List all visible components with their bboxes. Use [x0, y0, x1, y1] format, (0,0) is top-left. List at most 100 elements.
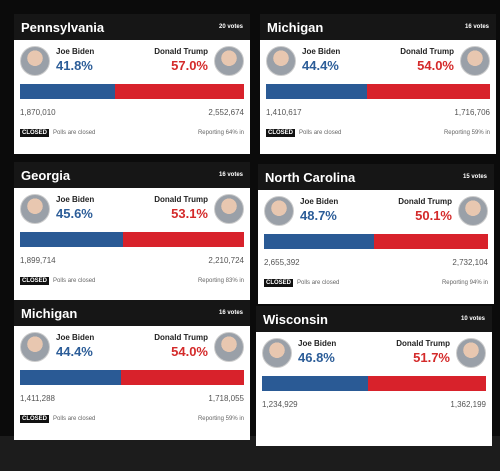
- result-bar: [262, 376, 486, 391]
- avatar: [20, 46, 50, 76]
- vote-count: 2,210,724: [208, 256, 244, 265]
- result-card: North Carolina 15 votes Joe Biden 48.7% Dona…: [258, 164, 494, 304]
- bar-segment: [367, 84, 490, 99]
- avatar: [214, 194, 244, 224]
- avatar: [264, 196, 294, 226]
- card-header: Wisconsin 10 votes: [256, 306, 492, 332]
- bar-segment: [121, 370, 244, 385]
- result-bar: [20, 370, 244, 385]
- candidates: Joe Biden 44.4% Donald Trump 54.0%: [14, 326, 250, 368]
- electoral-votes: 15 votes: [462, 174, 487, 180]
- vote-count: 1,716,706: [454, 108, 490, 117]
- bar-segment: [20, 232, 124, 247]
- reporting: Reporting 59% in: [443, 130, 490, 136]
- percentage: 57.0%: [171, 58, 208, 73]
- candidate-name: Donald Trump: [398, 197, 452, 206]
- vote-count: 2,732,104: [452, 258, 488, 267]
- percentage: 41.8%: [56, 58, 93, 73]
- card-footer: CLOSED Polls are closed Reporting 64% in: [14, 117, 250, 137]
- avatar: [20, 194, 50, 224]
- vote-count: 1,718,055: [208, 394, 244, 403]
- card-header: Michigan 16 votes: [260, 14, 496, 40]
- candidates: Joe Biden 45.6% Donald Trump 53.1%: [14, 188, 250, 230]
- bar-segment: [20, 370, 122, 385]
- vote-counts: 1,870,010 2,552,674: [14, 99, 250, 117]
- state-name: Michigan: [267, 19, 324, 35]
- result-bar: [266, 84, 490, 99]
- vote-counts: 1,899,714 2,210,724: [14, 247, 250, 265]
- card-footer: CLOSED Polls are closed Reporting 83% in: [14, 265, 250, 285]
- vote-count: 2,655,392: [264, 258, 300, 267]
- state-name: Wisconsin: [263, 311, 328, 327]
- candidates: Joe Biden 44.4% Donald Trump 54.0%: [260, 40, 496, 82]
- bar-segment: [266, 84, 368, 99]
- state-name: North Carolina: [265, 169, 356, 185]
- vote-count: 1,234,929: [262, 400, 298, 409]
- percentage: 53.1%: [171, 206, 208, 221]
- closed-badge: CLOSED: [20, 415, 50, 423]
- vote-count: 1,870,010: [20, 108, 56, 117]
- candidate-name: Joe Biden: [302, 47, 341, 56]
- percentage: 51.7%: [413, 350, 450, 365]
- state-name: Georgia: [21, 167, 71, 183]
- vote-count: 1,410,617: [266, 108, 302, 117]
- closed-badge: CLOSED: [20, 129, 50, 137]
- vote-count: 1,362,199: [450, 400, 486, 409]
- avatar: [214, 332, 244, 362]
- electoral-votes: 16 votes: [464, 24, 489, 30]
- avatar: [458, 196, 488, 226]
- candidate-name: Joe Biden: [56, 47, 95, 56]
- candidates: Joe Biden 46.8% Donald Trump 51.7%: [256, 332, 492, 374]
- candidate-name: Donald Trump: [154, 195, 208, 204]
- percentage: 46.8%: [298, 350, 335, 365]
- vote-counts: 1,410,617 1,716,706: [260, 99, 496, 117]
- poll-status: Polls are closed: [297, 280, 340, 286]
- percentage: 48.7%: [300, 208, 337, 223]
- poll-status: Polls are closed: [53, 130, 96, 136]
- candidates: Joe Biden 41.8% Donald Trump 57.0%: [14, 40, 250, 82]
- candidates: Joe Biden 48.7% Donald Trump 50.1%: [258, 190, 494, 232]
- bar-segment: [264, 234, 375, 249]
- vote-counts: 1,234,929 1,362,199: [256, 391, 492, 409]
- candidate-name: Donald Trump: [154, 47, 208, 56]
- result-card: Michigan 16 votes Joe Biden 44.4% Donald Tru…: [260, 14, 496, 154]
- candidate-name: Joe Biden: [300, 197, 339, 206]
- electoral-votes: 20 votes: [218, 24, 243, 30]
- bar-segment: [374, 234, 488, 249]
- vote-counts: 2,655,392 2,732,104: [258, 249, 494, 267]
- bar-segment: [262, 376, 369, 391]
- result-bar: [264, 234, 488, 249]
- state-name: Michigan: [21, 305, 78, 321]
- percentage: 44.4%: [56, 344, 93, 359]
- percentage: 54.0%: [171, 344, 208, 359]
- electoral-votes: 10 votes: [460, 316, 485, 322]
- vote-count: 1,411,288: [20, 394, 55, 403]
- reporting: Reporting 59% in: [197, 416, 244, 422]
- avatar: [20, 332, 50, 362]
- result-card: Georgia 16 votes Joe Biden 45.6% Donald Trum…: [14, 162, 250, 302]
- closed-badge: CLOSED: [266, 129, 296, 137]
- result-card: Pennsylvania 20 votes Joe Biden 41.8% Donald…: [14, 14, 250, 154]
- result-bar: [20, 232, 244, 247]
- avatar: [266, 46, 296, 76]
- percentage: 45.6%: [56, 206, 93, 221]
- candidate-name: Joe Biden: [56, 333, 95, 342]
- card-footer: CLOSED Polls are closed Reporting 59% in: [14, 403, 250, 423]
- poll-status: Polls are closed: [53, 278, 96, 284]
- bar-segment: [114, 84, 244, 99]
- percentage: 50.1%: [415, 208, 452, 223]
- closed-badge: CLOSED: [264, 279, 294, 287]
- result-card: Wisconsin 10 votes Joe Biden 46.8% Donald Tr…: [256, 306, 492, 446]
- bar-segment: [123, 232, 244, 247]
- card-header: North Carolina 15 votes: [258, 164, 494, 190]
- card-footer: CLOSED Polls are closed Reporting 59% in: [260, 117, 496, 137]
- poll-status: Polls are closed: [299, 130, 342, 136]
- reporting: Reporting 94% in: [441, 280, 488, 286]
- vote-counts: 1,411,288 1,718,055: [14, 385, 250, 403]
- reporting: Reporting 64% in: [197, 130, 244, 136]
- candidate-name: Joe Biden: [56, 195, 95, 204]
- vote-count: 1,899,714: [20, 256, 56, 265]
- card-header: Michigan 16 votes: [14, 300, 250, 326]
- percentage: 54.0%: [417, 58, 454, 73]
